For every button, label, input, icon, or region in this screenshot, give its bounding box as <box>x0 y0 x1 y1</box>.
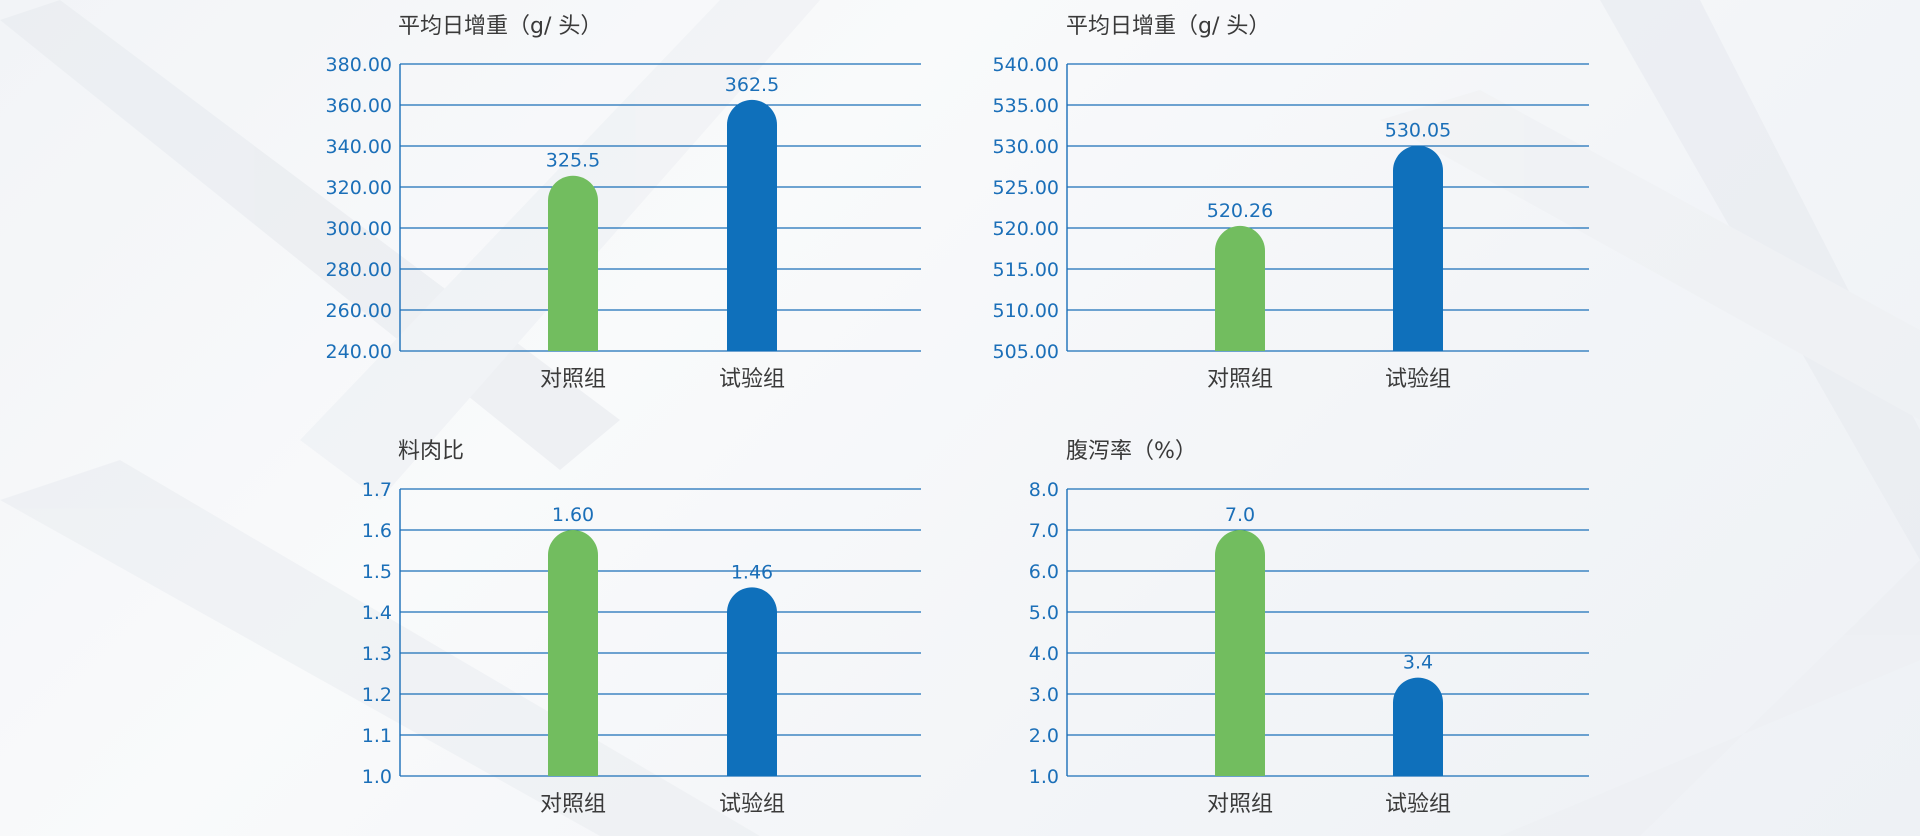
x-category-label: 试验组 <box>1385 792 1451 817</box>
y-tick-label: 505.00 <box>993 341 1059 363</box>
bar-trial <box>1393 145 1443 351</box>
bar-control <box>1215 225 1265 351</box>
bar-trial <box>1393 677 1443 776</box>
y-tick-label: 320.00 <box>326 177 392 199</box>
y-tick-label: 3.0 <box>1029 684 1059 706</box>
bar-value-label: 1.60 <box>552 504 594 526</box>
y-tick-label: 530.00 <box>993 136 1059 158</box>
x-category-label: 对照组 <box>540 792 606 817</box>
y-tick-label: 510.00 <box>993 300 1059 322</box>
bar-control <box>1215 530 1265 776</box>
x-category-label: 对照组 <box>1207 367 1273 392</box>
bar-value-label: 362.5 <box>725 74 779 96</box>
y-tick-label: 280.00 <box>326 259 392 281</box>
bar-value-label: 7.0 <box>1225 504 1255 526</box>
chart-title: 腹泻率（%） <box>1066 439 1197 464</box>
y-tick-label: 8.0 <box>1029 479 1059 501</box>
y-tick-label: 240.00 <box>326 341 392 363</box>
y-tick-label: 535.00 <box>993 95 1059 117</box>
y-tick-label: 360.00 <box>326 95 392 117</box>
y-tick-label: 1.5 <box>362 561 392 583</box>
y-tick-label: 380.00 <box>326 54 392 76</box>
x-category-label: 对照组 <box>1207 792 1273 817</box>
x-category-label: 试验组 <box>1385 367 1451 392</box>
bar-trial <box>727 99 777 351</box>
y-tick-label: 1.4 <box>362 602 392 624</box>
y-tick-label: 1.7 <box>362 479 392 501</box>
bar-control <box>548 530 598 776</box>
bar-value-label: 520.26 <box>1207 200 1273 222</box>
y-tick-label: 7.0 <box>1029 520 1059 542</box>
x-category-label: 对照组 <box>540 367 606 392</box>
y-tick-label: 1.6 <box>362 520 392 542</box>
y-tick-label: 520.00 <box>993 218 1059 240</box>
y-tick-label: 515.00 <box>993 259 1059 281</box>
y-tick-label: 2.0 <box>1029 725 1059 747</box>
bar-value-label: 325.5 <box>546 150 600 172</box>
bar-value-label: 530.05 <box>1385 120 1451 142</box>
y-tick-label: 1.3 <box>362 643 392 665</box>
y-tick-label: 6.0 <box>1029 561 1059 583</box>
y-tick-label: 300.00 <box>326 218 392 240</box>
y-tick-label: 1.2 <box>362 684 392 706</box>
y-tick-label: 260.00 <box>326 300 392 322</box>
chart-title: 料肉比 <box>398 439 464 464</box>
y-tick-label: 1.0 <box>1029 766 1059 788</box>
y-tick-label: 4.0 <box>1029 643 1059 665</box>
bar-value-label: 1.46 <box>731 561 773 583</box>
chart-title: 平均日增重（g/ 头） <box>1066 14 1270 39</box>
y-tick-label: 1.1 <box>362 725 392 747</box>
y-tick-label: 340.00 <box>326 136 392 158</box>
y-tick-label: 1.0 <box>362 766 392 788</box>
bar-trial <box>727 587 777 776</box>
bar-value-label: 3.4 <box>1403 652 1433 674</box>
x-category-label: 试验组 <box>719 367 785 392</box>
y-tick-label: 525.00 <box>993 177 1059 199</box>
y-tick-label: 5.0 <box>1029 602 1059 624</box>
x-category-label: 试验组 <box>719 792 785 817</box>
chart-title: 平均日增重（g/ 头） <box>398 14 602 39</box>
y-tick-label: 540.00 <box>993 54 1059 76</box>
bar-control <box>548 175 598 351</box>
